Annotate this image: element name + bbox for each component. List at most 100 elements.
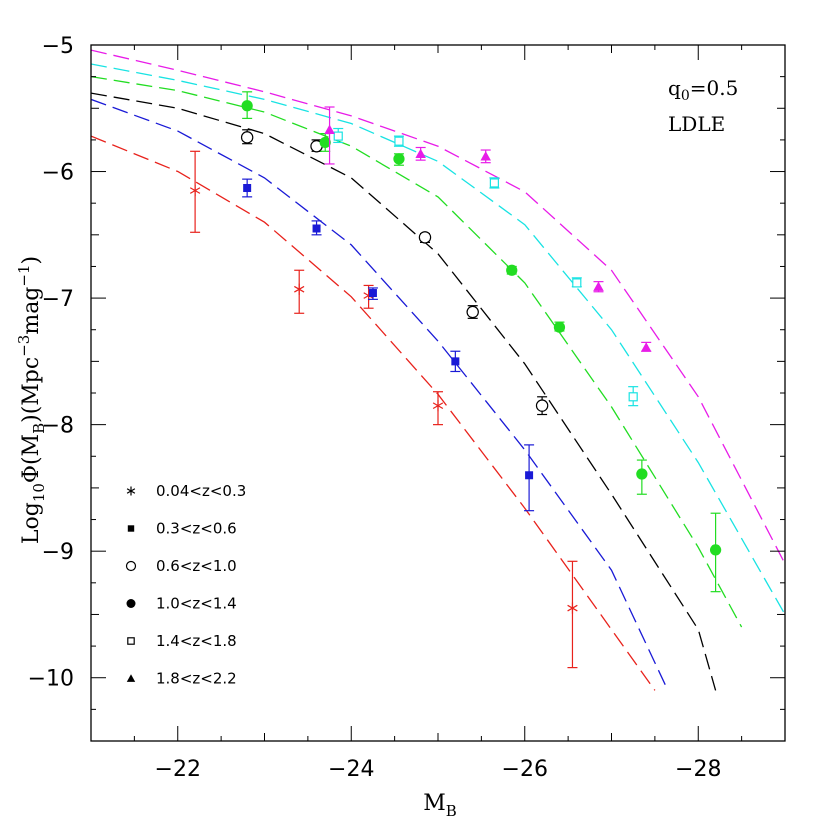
model-curves xyxy=(91,49,785,691)
square-marker xyxy=(312,224,321,233)
axis-ticks xyxy=(90,44,786,742)
data-point xyxy=(324,106,335,165)
triangle-marker xyxy=(640,342,652,352)
circle-marker xyxy=(636,468,648,480)
legend-label: 0.3<z<0.6 xyxy=(156,520,237,538)
data-point xyxy=(333,127,344,144)
open-square-marker xyxy=(127,637,135,645)
legend-label: 1.4<z<1.8 xyxy=(156,632,237,650)
annotation-q0: q0=0.5 xyxy=(668,76,738,104)
data-point xyxy=(506,264,518,276)
data-point xyxy=(567,560,578,669)
y-tick-label: −7 xyxy=(42,287,74,312)
data-point xyxy=(311,220,322,236)
data-point xyxy=(393,153,405,166)
legend-label: 0.04<z<0.3 xyxy=(156,482,246,500)
legend: 0.04<z<0.3 0.3<z<0.6 0.6<z<1.0 1.0<z<1.4 1.4… xyxy=(125,482,246,688)
open-circle-marker xyxy=(466,305,479,319)
data-point xyxy=(189,150,201,233)
data-point xyxy=(432,391,444,426)
asterisk-marker xyxy=(363,292,374,299)
data-point xyxy=(571,277,582,288)
model-curve xyxy=(91,49,785,565)
y-tick-label: −9 xyxy=(42,540,74,565)
square-marker xyxy=(368,289,377,298)
data-point xyxy=(418,231,432,244)
data-point xyxy=(319,132,331,152)
data-point xyxy=(241,91,253,119)
tick-labels: −22 −24 −26 −28 −10 −9 −8 −7 −6 −5 xyxy=(28,34,722,782)
y-axis-title: Log10Φ(MB)(Mpc−3mag−1) xyxy=(15,256,48,544)
circle-marker xyxy=(126,599,136,608)
open-circle-marker xyxy=(240,131,254,144)
square-marker xyxy=(525,471,534,480)
data-point xyxy=(553,321,566,333)
data-point xyxy=(593,281,604,293)
data-point xyxy=(294,269,305,314)
data-point xyxy=(240,129,254,145)
annotation-model: LDLE xyxy=(668,112,725,136)
data-point xyxy=(466,305,479,319)
x-tick-label: −28 xyxy=(675,757,721,782)
data-point xyxy=(450,350,461,373)
square-marker xyxy=(127,525,135,532)
data-point xyxy=(489,177,500,189)
data-point xyxy=(363,284,374,309)
data-point xyxy=(640,341,652,352)
data-point xyxy=(628,386,639,407)
open-square-marker xyxy=(333,131,343,141)
y-tick-label: −10 xyxy=(28,667,74,692)
y-tick-label: −8 xyxy=(42,414,74,439)
model-curve xyxy=(91,135,656,691)
legend-label: 0.6<z<1.0 xyxy=(156,557,237,575)
circle-marker xyxy=(553,321,566,333)
square-marker xyxy=(451,357,460,366)
asterisk-marker xyxy=(126,488,136,494)
triangle-marker xyxy=(324,124,335,134)
data-point xyxy=(480,149,491,164)
asterisk-marker xyxy=(432,402,444,409)
legend-label: 1.8<z<2.2 xyxy=(156,670,237,688)
open-circle-marker xyxy=(535,399,549,412)
data-point xyxy=(535,396,549,416)
data-point xyxy=(709,512,722,593)
circle-marker xyxy=(506,264,518,276)
open-circle-marker xyxy=(418,231,432,244)
triangle-marker xyxy=(415,148,426,159)
open-square-marker xyxy=(572,278,582,288)
triangle-marker xyxy=(593,281,604,291)
asterisk-marker xyxy=(567,604,578,612)
triangle-marker xyxy=(126,674,136,682)
model-curve xyxy=(91,98,669,691)
triangle-marker xyxy=(480,151,491,161)
data-point xyxy=(367,287,378,300)
model-curve xyxy=(91,63,785,615)
x-tick-label: −24 xyxy=(328,757,374,782)
data-point xyxy=(415,146,426,161)
square-marker xyxy=(243,183,252,192)
circle-marker xyxy=(319,136,331,149)
x-axis-title: MB xyxy=(423,791,457,820)
x-tick-label: −26 xyxy=(502,757,548,782)
data-point xyxy=(524,444,535,512)
circle-marker xyxy=(241,100,253,112)
data-point xyxy=(636,459,648,495)
circle-marker xyxy=(393,153,405,165)
asterisk-marker xyxy=(294,285,305,293)
y-tick-label: −5 xyxy=(42,34,74,59)
circle-marker xyxy=(709,544,722,556)
model-curve xyxy=(91,92,717,691)
open-circle-marker xyxy=(125,560,137,572)
x-tick-label: −22 xyxy=(155,757,201,782)
open-square-marker xyxy=(489,178,499,188)
legend-label: 1.0<z<1.4 xyxy=(156,595,237,613)
data-point xyxy=(242,178,253,198)
model-curve xyxy=(91,75,743,628)
data-points xyxy=(189,91,722,669)
y-tick-label: −6 xyxy=(42,161,74,186)
data-point xyxy=(393,135,404,147)
asterisk-marker xyxy=(189,187,201,194)
open-square-marker xyxy=(394,136,404,146)
open-square-marker xyxy=(628,392,638,402)
